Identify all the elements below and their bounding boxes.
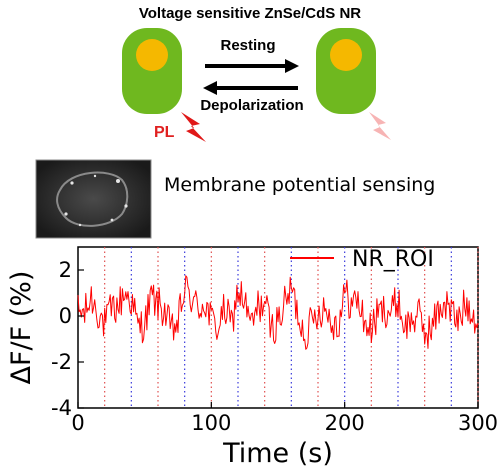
- legend-label: NR_ROI: [352, 247, 434, 272]
- arrow-label-resting: Resting: [220, 37, 275, 54]
- nanorod-right: [316, 28, 376, 114]
- y-tick-label-1: -2: [51, 350, 72, 374]
- inset-subtitle: Membrane potential sensing: [164, 174, 435, 196]
- x-tick-label-0: 0: [71, 411, 84, 435]
- plot-frame: [77, 246, 479, 409]
- y-tick-label-2: 0: [59, 304, 72, 328]
- rod-core-left: [136, 39, 168, 71]
- axis-ticks: 0 100 200 300 -4 -2 0 2: [51, 258, 498, 435]
- arrow-label-depolarization: Depolarization: [200, 97, 303, 114]
- schematic-title: Voltage sensitive ZnSe/CdS NR: [139, 5, 361, 22]
- schematic: Voltage sensitive ZnSe/CdS NR Resting De…: [122, 5, 391, 142]
- microscopy-inset: Membrane potential sensing: [35, 159, 435, 239]
- y-tick-label-3: 2: [59, 258, 72, 282]
- x-tick-label-3: 300: [458, 411, 498, 435]
- y-axis-label: ΔF/F (%): [6, 271, 37, 385]
- x-axis-label: Time (s): [222, 438, 333, 469]
- y-tick-label-0: -4: [51, 396, 72, 420]
- nanorod-left: [122, 28, 182, 114]
- arrow-left: [203, 81, 298, 95]
- traces: [77, 275, 479, 350]
- rod-core-right: [330, 39, 362, 71]
- x-tick-label-2: 200: [325, 411, 365, 435]
- x-tick-label-1: 100: [191, 411, 231, 435]
- lightning-bright-icon: [181, 112, 206, 142]
- cell-outline: [56, 171, 129, 227]
- pl-label: PL: [154, 124, 175, 141]
- lightning-faint-icon: [369, 112, 391, 140]
- arrow-right: [205, 59, 299, 73]
- series-line-0: [77, 275, 479, 350]
- plot-area: 0 100 200 300 -4 -2 0 2 NR_ROI Time (s) ΔF/F (%…: [6, 246, 498, 469]
- cell-puncta: [64, 174, 128, 227]
- legend: NR_ROI: [290, 247, 434, 272]
